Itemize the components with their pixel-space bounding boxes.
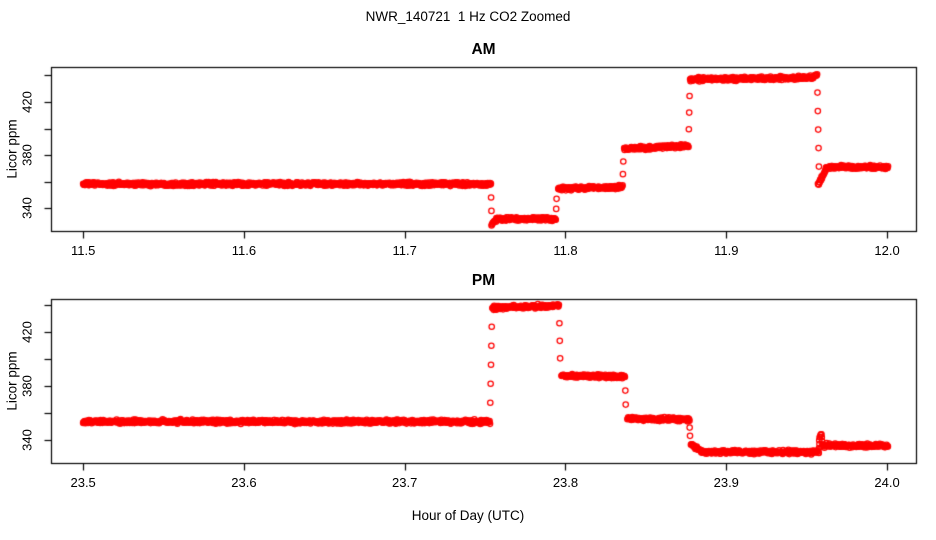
x-tick-label: 23.5 (70, 475, 96, 490)
panel-title-am: AM (471, 41, 496, 58)
x-tick-label: 23.9 (713, 475, 739, 490)
x-tick-label: 11.9 (714, 243, 739, 258)
y-tick-label: 380 (19, 144, 35, 167)
y-tick-label: 420 (19, 321, 35, 343)
x-tick-label: 23.6 (231, 475, 257, 490)
x-tick-label: 12.0 (874, 243, 900, 258)
x-axis-label: Hour of Day (UTC) (411, 508, 525, 523)
y-tick-label: 340 (19, 429, 35, 451)
y-axis-label-pm: Licor ppm (4, 351, 20, 411)
main-title: NWR_140721 1 Hz CO2 Zoomed (365, 9, 571, 24)
x-tick-label: 11.5 (70, 243, 96, 258)
x-tick-label: 24.0 (874, 475, 900, 490)
x-tick-label: 11.7 (392, 243, 417, 258)
y-tick-label: 380 (19, 375, 35, 397)
panel-title-pm: PM (471, 272, 496, 289)
x-tick-label: 23.8 (552, 475, 579, 490)
x-tick-label: 11.6 (231, 243, 257, 258)
x-tick-label: 23.7 (392, 475, 418, 490)
y-tick-label: 340 (19, 197, 35, 220)
x-tick-label: 11.8 (553, 243, 578, 258)
y-axis-label-am: Licor ppm (4, 119, 20, 179)
y-tick-label: 420 (19, 91, 35, 113)
